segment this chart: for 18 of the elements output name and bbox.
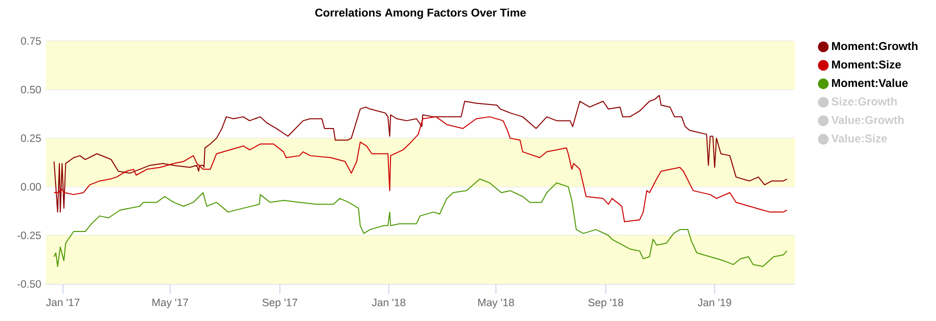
y-tick-label: 0.50 [20, 86, 41, 94]
legend-label: Moment:Growth [832, 42, 918, 50]
x-tick-label: May '18 [478, 298, 514, 308]
x-tick-label: Sep '17 [262, 298, 298, 308]
x-tick-label: Jan '19 [698, 298, 732, 306]
y-tick-label: -0.50 [17, 280, 41, 288]
y-tick-label: 0.75 [20, 37, 41, 45]
y-tick-label: 0.00 [20, 183, 41, 191]
chart-title: Correlations Among Factors Over Time [315, 8, 526, 19]
line-series [54, 116, 788, 222]
y-tick-label: 0.25 [20, 134, 41, 142]
legend-label: Moment:Value [832, 78, 908, 88]
legend-label: Moment:Size [832, 60, 901, 69]
y-tick-label: -0.25 [17, 232, 41, 240]
x-tick-label: Jan '18 [372, 298, 406, 306]
x-tick-label: Jan '17 [46, 298, 80, 306]
x-tick-label: May '17 [152, 298, 188, 308]
x-tick-label: Sep '18 [588, 298, 624, 308]
